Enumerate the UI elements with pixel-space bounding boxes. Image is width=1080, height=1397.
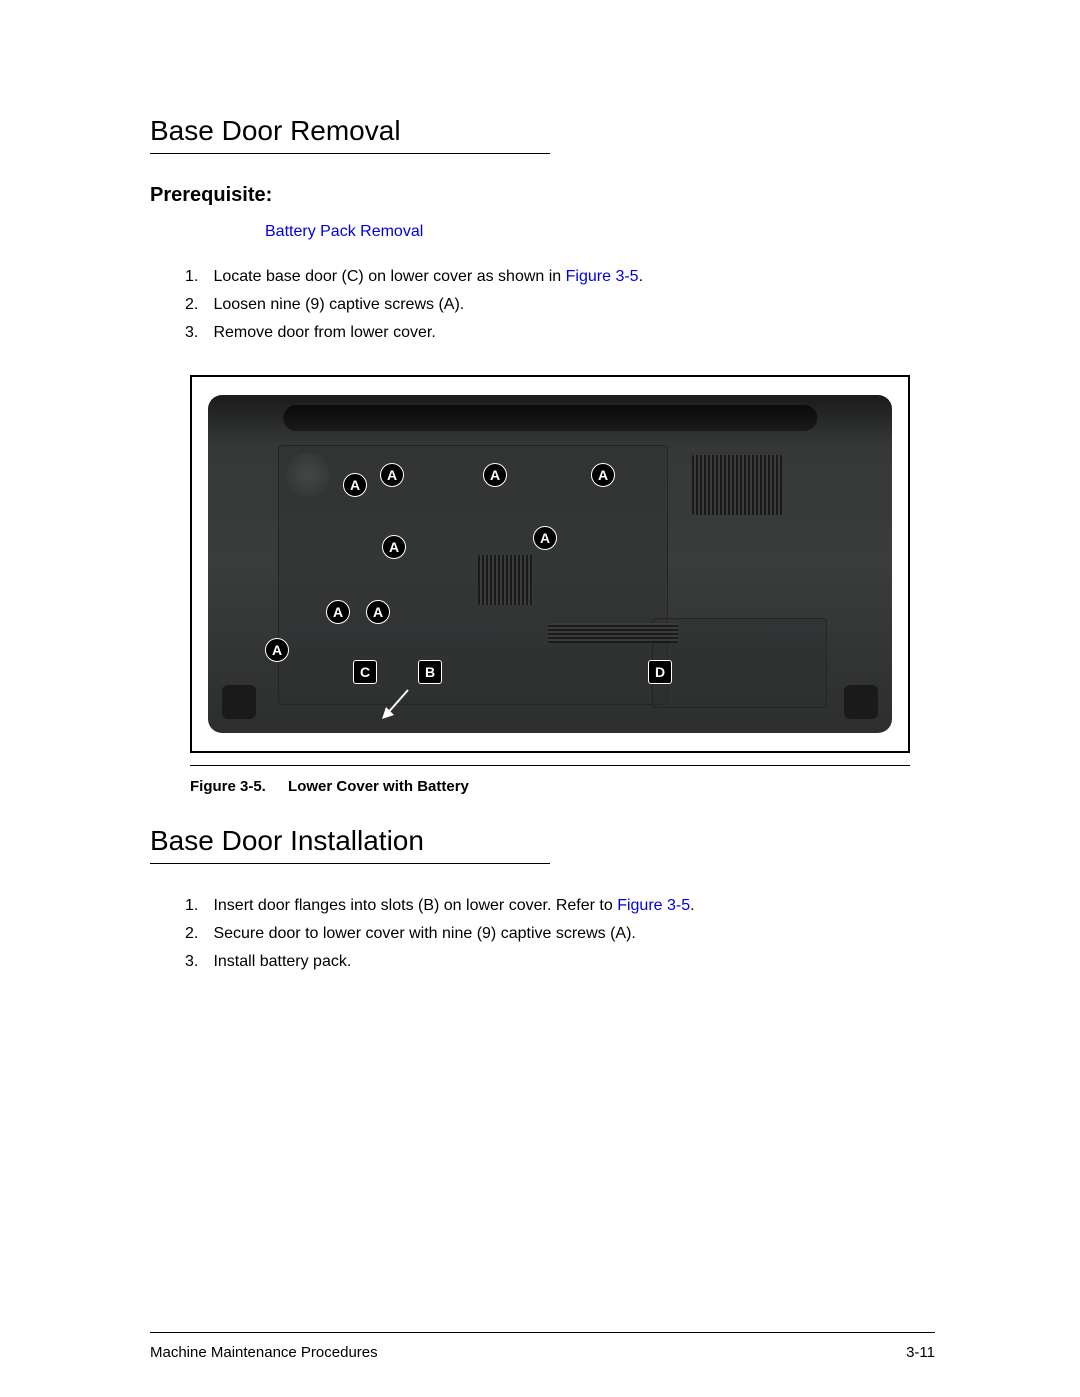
step-text-post: .: [639, 268, 643, 285]
step-text: Insert door flanges into slots (B) on lo…: [213, 897, 617, 914]
installation-steps: 1. Insert door flanges into slots (B) on…: [185, 894, 935, 974]
footer-page-number: 3-11: [906, 1344, 935, 1361]
installation-step-3: 3. Install battery pack.: [185, 950, 935, 974]
callout-arrow-icon: [378, 685, 418, 725]
callout-label-a: A: [326, 600, 350, 624]
rubber-foot: [222, 685, 256, 719]
title-underline: [150, 153, 550, 154]
removal-step-2: 2. Loosen nine (9) captive screws (A).: [185, 293, 935, 317]
installation-step-1: 1. Insert door flanges into slots (B) on…: [185, 894, 935, 918]
step-text: Install battery pack.: [213, 953, 351, 970]
step-number: 3.: [185, 321, 209, 345]
callout-label-a: A: [265, 638, 289, 662]
callout-label-a: A: [533, 526, 557, 550]
step-number: 1.: [185, 894, 209, 918]
prerequisite-heading: Prerequisite:: [150, 184, 935, 207]
step-text: Secure door to lower cover with nine (9)…: [213, 925, 635, 942]
step-number: 1.: [185, 265, 209, 289]
callout-label-a: A: [366, 600, 390, 624]
callout-label-b: B: [418, 660, 442, 684]
step-text: Loosen nine (9) captive screws (A).: [213, 296, 464, 313]
step-number: 3.: [185, 950, 209, 974]
small-panel-d: [652, 618, 827, 708]
section-title-installation: Base Door Installation: [150, 825, 935, 857]
figure-number: Figure 3-5.: [190, 778, 266, 795]
vent-grille: [478, 555, 533, 605]
step-text: Locate base door (C) on lower cover as s…: [213, 268, 565, 285]
section-installation: Base Door Installation 1. Insert door fl…: [150, 825, 935, 974]
callout-label-a: A: [483, 463, 507, 487]
step-text: Remove door from lower cover.: [213, 324, 435, 341]
figure-caption-text: Lower Cover with Battery: [288, 778, 469, 795]
laptop-hinge: [283, 405, 817, 431]
document-page: Base Door Removal Prerequisite: Battery …: [0, 0, 1080, 1397]
removal-step-3: 3. Remove door from lower cover.: [185, 321, 935, 345]
removal-step-1: 1. Locate base door (C) on lower cover a…: [185, 265, 935, 289]
section-title-removal: Base Door Removal: [150, 115, 935, 147]
step-number: 2.: [185, 922, 209, 946]
callout-label-a: A: [343, 473, 367, 497]
callout-label-c: C: [353, 660, 377, 684]
footer-chapter-title: Machine Maintenance Procedures: [150, 1344, 378, 1361]
step-text-post: .: [690, 897, 694, 914]
page-footer: Machine Maintenance Procedures 3-11: [150, 1344, 935, 1361]
step-number: 2.: [185, 293, 209, 317]
laptop-underside-illustration: A A A A A A A A A C B D: [208, 395, 892, 733]
vent-grille: [692, 455, 782, 515]
removal-steps: 1. Locate base door (C) on lower cover a…: [185, 265, 935, 345]
footer-divider: [150, 1332, 935, 1333]
callout-label-d: D: [648, 660, 672, 684]
figure-lower-cover: A A A A A A A A A C B D: [190, 375, 910, 753]
figure-divider: [190, 765, 910, 766]
callout-label-a: A: [382, 535, 406, 559]
figure-link[interactable]: Figure 3-5: [566, 268, 639, 285]
figure-link[interactable]: Figure 3-5: [617, 897, 690, 914]
callout-label-a: A: [380, 463, 404, 487]
figure-caption: Figure 3-5. Lower Cover with Battery: [190, 778, 935, 795]
title-underline: [150, 863, 550, 864]
installation-step-2: 2. Secure door to lower cover with nine …: [185, 922, 935, 946]
rubber-foot: [844, 685, 878, 719]
prerequisite-link[interactable]: Battery Pack Removal: [265, 223, 423, 241]
vent-grille: [548, 623, 678, 643]
callout-label-a: A: [591, 463, 615, 487]
